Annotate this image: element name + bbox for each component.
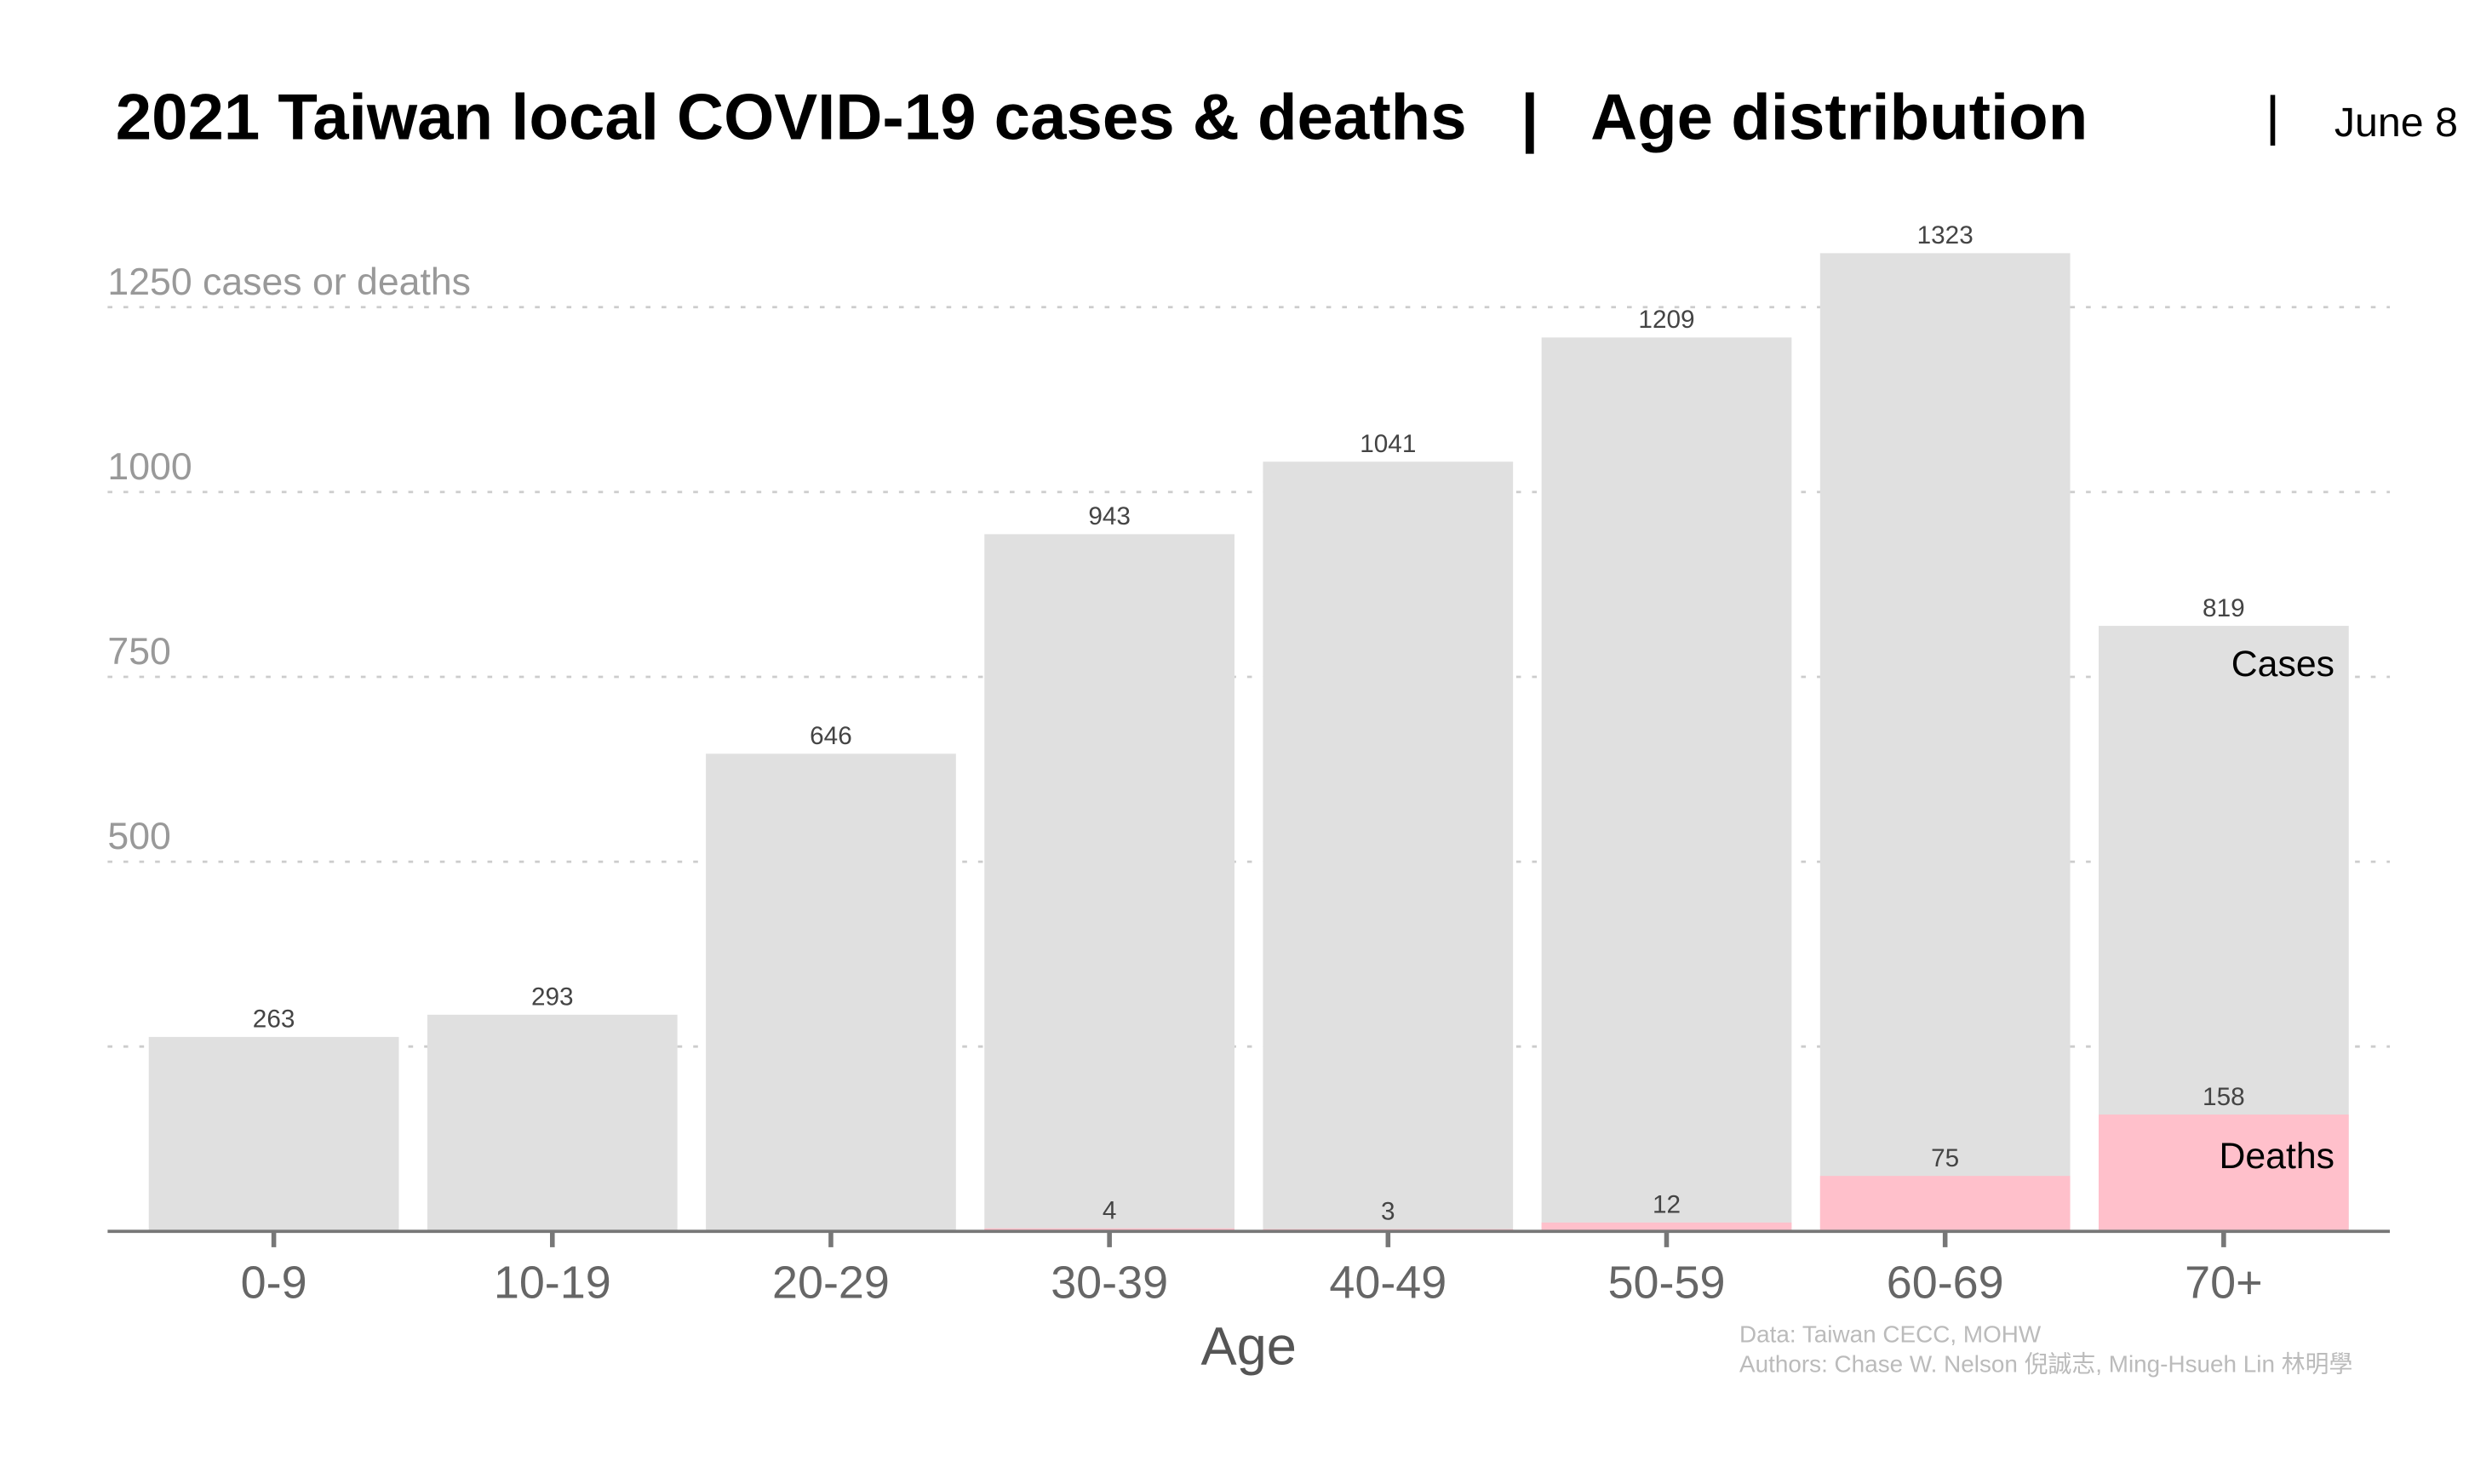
cases-bar [1263,461,1514,1232]
cases-bar [706,753,956,1232]
x-tick-label: 50-59 [1608,1257,1726,1308]
x-tick-label: 10-19 [494,1257,611,1308]
x-tick-label: 0-9 [241,1257,307,1308]
x-tick-label: 40-49 [1329,1257,1446,1308]
series-label: Deaths [2220,1136,2334,1177]
cases-bar [984,534,1234,1232]
author-note: Authors: Chase W. Nelson 倪誠志, Ming-Hsueh… [1739,1351,2352,1378]
chart-title: 2021 Taiwan local COVID-19 cases & death… [116,82,2088,155]
y-tick-label: 1000 [107,446,192,488]
value-label: 819 [2203,594,2245,622]
series-label: Cases [2231,644,2334,685]
value-label: 1041 [1360,430,1416,458]
cases-bar [1819,253,2071,1232]
value-label: 3 [1381,1198,1395,1226]
deaths-bar [2099,1114,2349,1232]
value-label: 4 [1103,1197,1117,1225]
value-label: 1323 [1917,221,1973,249]
x-tick-label: 20-29 [772,1257,890,1308]
y-tick-label: 1250 cases or deaths [107,261,471,303]
y-tick-label: 500 [107,816,170,857]
cases-bar [148,1036,399,1232]
cases-bar [427,1014,678,1232]
value-label: 943 [1088,502,1131,530]
deaths-bar [1541,1222,1792,1232]
value-label: 158 [2203,1083,2245,1111]
x-axis-label: Age [1201,1316,1297,1376]
value-label: 646 [810,722,852,750]
value-label: 263 [253,1006,295,1034]
x-tick-label: 70+ [2185,1257,2262,1308]
value-label: 75 [1931,1144,1959,1172]
value-label: 1209 [1638,306,1694,334]
cases-bar [1541,337,1792,1232]
date: June 8 [2334,100,2458,146]
y-tick-label: 750 [107,631,170,673]
deaths-bar [1819,1176,2071,1232]
x-tick-label: 60-69 [1887,1257,2004,1308]
source-note: Data: Taiwan CECC, MOHW [1739,1321,2042,1347]
x-tick-label: 30-39 [1051,1257,1168,1308]
value-label: 12 [1653,1191,1681,1219]
value-label: 293 [531,983,574,1011]
